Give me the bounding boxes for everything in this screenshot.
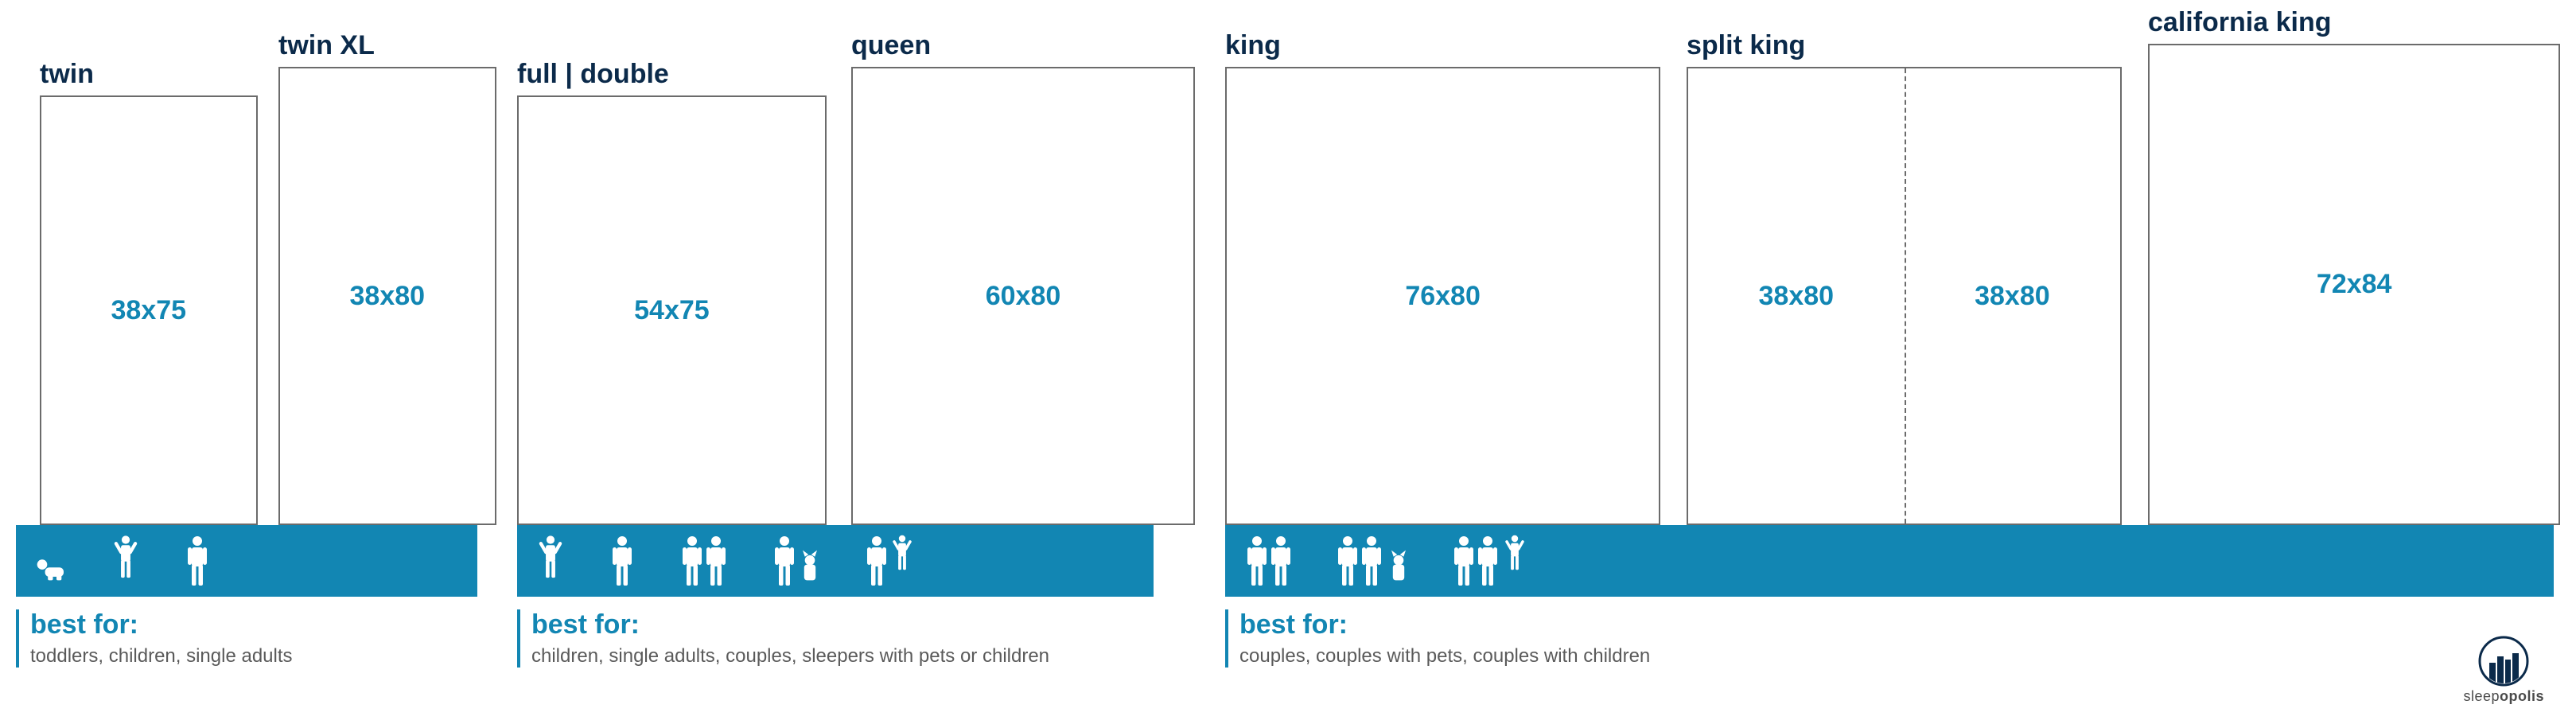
mattress-king: 76x80 (1225, 67, 1660, 525)
dimensions-text: 54x75 (634, 295, 710, 326)
best-for-title: best for: (1239, 609, 1650, 640)
couple_pet-icon (1333, 533, 1413, 589)
skyline-icon (2478, 636, 2529, 687)
adult_child-icon (861, 533, 916, 589)
adult-icon (180, 533, 215, 589)
brand-logo: sleepopolis (2463, 636, 2544, 705)
dimensions-text: 38x75 (111, 295, 187, 326)
adult_pet-icon (769, 533, 824, 589)
best-for-g3: best for: couples, couples with pets, cou… (1225, 609, 1650, 668)
dimensions-text: 60x80 (986, 281, 1061, 312)
label-full: full | double (517, 59, 669, 90)
label-twinxl: twin XL (278, 30, 375, 61)
dimensions-text: 38x80 (1688, 281, 1905, 312)
best-for-body: children, single adults, couples, sleepe… (531, 645, 1049, 668)
dimensions-text: 72x84 (2317, 269, 2392, 300)
mattress-queen: 60x80 (851, 67, 1195, 525)
baby-icon (32, 533, 72, 589)
dimensions-text: 38x80 (1905, 281, 2121, 312)
brand-name: sleepopolis (2463, 688, 2544, 705)
couple-icon (1241, 533, 1297, 589)
label-calking: california king (2148, 7, 2332, 38)
mattress-full: 54x75 (517, 95, 827, 525)
child-icon (108, 533, 143, 589)
child-icon (533, 533, 568, 589)
label-twin: twin (40, 59, 94, 90)
couple_child-icon (1449, 533, 1529, 589)
icon-band-g3 (1225, 525, 2554, 597)
mattress-twin: 38x75 (40, 95, 258, 525)
label-king: king (1225, 30, 1281, 61)
icon-band-g1 (16, 525, 477, 597)
label-queen: queen (851, 30, 931, 61)
best-for-g2: best for: children, single adults, couple… (517, 609, 1049, 668)
mattress-splitking: 38x8038x80 (1687, 67, 2122, 525)
best-for-body: couples, couples with pets, couples with… (1239, 645, 1650, 668)
best-for-g1: best for: toddlers, children, single adul… (16, 609, 293, 668)
adult-icon (605, 533, 640, 589)
couple-icon (676, 533, 732, 589)
dimensions-text: 76x80 (1405, 281, 1481, 312)
best-for-body: toddlers, children, single adults (30, 645, 293, 668)
icon-band-g2 (517, 525, 1154, 597)
best-for-title: best for: (531, 609, 1049, 640)
mattress-twinxl: 38x80 (278, 67, 496, 525)
mattress-calking: 72x84 (2148, 44, 2560, 525)
best-for-title: best for: (30, 609, 293, 640)
dimensions-text: 38x80 (350, 281, 426, 312)
label-splitking: split king (1687, 30, 1805, 61)
